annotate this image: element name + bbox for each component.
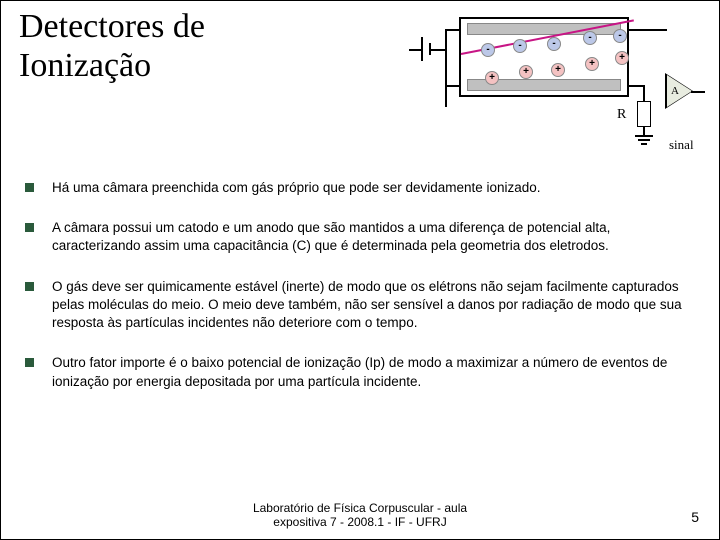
negative-charge-icon: - (547, 37, 561, 51)
positive-charge-icon: + (585, 57, 599, 71)
cathode-plate (467, 23, 621, 35)
bullet-icon (25, 223, 34, 232)
ionization-chamber-diagram: -----+++++ R A sinal (399, 7, 709, 157)
wire (409, 49, 421, 51)
footer-line-1: Laboratório de Física Corpuscular - aula (253, 501, 467, 515)
bullet-text: O gás deve ser quimicamente estável (ine… (52, 278, 685, 333)
battery-long-plate (421, 37, 423, 61)
positive-charge-icon: + (485, 71, 499, 85)
bullet-icon (25, 282, 34, 291)
list-item: Outro fator importe é o baixo potencial … (25, 354, 685, 390)
amplifier-triangle-icon (665, 73, 693, 109)
footer-line-2: expositiva 7 - 2008.1 - IF - UFRJ (273, 515, 446, 529)
resistor-label: R (617, 107, 626, 123)
list-item: A câmara possui um catodo e um anodo que… (25, 219, 685, 255)
wire (691, 91, 705, 93)
negative-charge-icon: - (613, 29, 627, 43)
negative-charge-icon: - (583, 31, 597, 45)
ground-icon (635, 135, 653, 145)
slide-footer: Laboratório de Física Corpuscular - aula… (1, 501, 719, 529)
resistor (637, 101, 651, 127)
bullet-text: Há uma câmara preenchida com gás próprio… (52, 179, 541, 197)
bullet-text: Outro fator importe é o baixo potencial … (52, 354, 685, 390)
positive-charge-icon: + (551, 63, 565, 77)
page-number: 5 (691, 509, 699, 525)
bullet-list: Há uma câmara preenchida com gás próprio… (25, 179, 685, 413)
signal-label: sinal (669, 137, 694, 153)
list-item: O gás deve ser quimicamente estável (ine… (25, 278, 685, 333)
amplifier-label: A (671, 85, 679, 97)
bullet-text: A câmara possui um catodo e um anodo que… (52, 219, 685, 255)
bullet-icon (25, 358, 34, 367)
positive-charge-icon: + (615, 51, 629, 65)
wire (445, 85, 459, 87)
negative-charge-icon: - (513, 39, 527, 53)
wire (429, 49, 445, 51)
wire (445, 29, 447, 107)
negative-charge-icon: - (481, 43, 495, 57)
bullet-icon (25, 183, 34, 192)
wire (445, 29, 459, 31)
positive-charge-icon: + (519, 65, 533, 79)
list-item: Há uma câmara preenchida com gás próprio… (25, 179, 685, 197)
wire (629, 29, 667, 31)
